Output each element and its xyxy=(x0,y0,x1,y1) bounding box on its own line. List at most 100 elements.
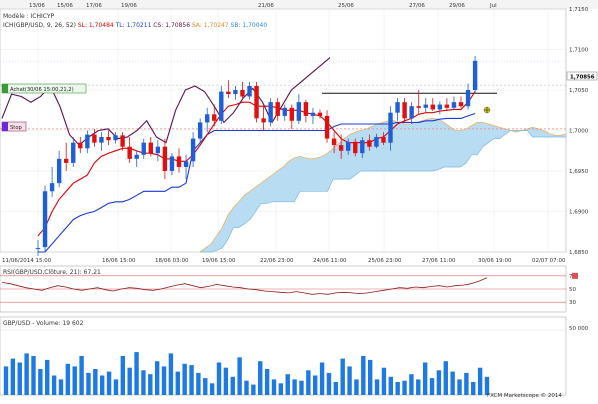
time-tick-label: 25/06 23:00 xyxy=(368,258,402,264)
candle-body xyxy=(254,85,259,119)
ichimoku-legend: ICH(GBP/USD, 9, 26, 52) SL: 1,70484 TL: … xyxy=(3,22,267,29)
candle xyxy=(437,101,443,115)
top-date-label: 17/06 xyxy=(86,3,102,9)
model-label: Modèle : ICHICYP xyxy=(3,13,55,20)
volume-bar xyxy=(120,356,126,395)
candle-body xyxy=(49,183,55,192)
volume-bar xyxy=(45,359,50,395)
achat-tag[interactable]: Achat(30/06 15:00,21,2) xyxy=(1,83,87,94)
stop-tag-label: Stop xyxy=(10,125,23,131)
candle xyxy=(35,239,41,257)
rsi-indicator: 705030 xyxy=(0,272,578,306)
volume-bar xyxy=(278,383,284,395)
volume-bar xyxy=(464,372,469,395)
volume-bar xyxy=(388,376,393,395)
candle-body xyxy=(402,102,407,119)
achat-tag-label: Achat(30/06 15:00,21,2) xyxy=(10,87,74,93)
volume-bar xyxy=(264,369,270,395)
volume-bar xyxy=(17,362,22,395)
candle xyxy=(190,132,196,167)
price-axis: 1,6850 1,6900 1,6950 1,7000 1,7050 1,7100 1,71… xyxy=(569,7,589,256)
candle-body xyxy=(71,142,76,163)
candle xyxy=(254,81,259,123)
candle-body xyxy=(134,154,139,159)
volume-bar xyxy=(299,380,304,395)
rsi-line xyxy=(1,277,488,295)
candle-body xyxy=(113,135,118,141)
price-tick-label: 1,7150 xyxy=(569,7,589,13)
volume-bar xyxy=(367,359,373,395)
volume-bar xyxy=(443,361,448,395)
volume-bar xyxy=(51,375,57,395)
candle-body xyxy=(127,146,132,159)
volume-bar xyxy=(306,370,311,395)
candle xyxy=(42,185,48,252)
volume-bar xyxy=(237,357,242,395)
legend-item: CS: 1,70856 xyxy=(153,22,192,29)
volume-bar xyxy=(216,362,222,395)
volume-bar xyxy=(182,363,187,395)
candle xyxy=(324,110,330,143)
volume-bar xyxy=(251,384,256,395)
stop-tag[interactable]: Stop xyxy=(1,121,27,132)
candle xyxy=(127,136,132,163)
volume-bar xyxy=(148,374,153,395)
time-tick-label: 11/06/2014 15:00 xyxy=(2,258,52,264)
candle xyxy=(275,98,280,121)
volume-bar xyxy=(134,352,139,395)
candle-body xyxy=(310,112,316,116)
candle-body xyxy=(212,114,217,121)
top-date-label: 25/06 xyxy=(338,3,354,9)
legend-item: SB: 1,70040 xyxy=(231,22,268,29)
volume-bar xyxy=(436,370,442,395)
top-date-label: 21/06 xyxy=(258,3,274,9)
volume-bar xyxy=(72,366,77,395)
candle xyxy=(120,132,125,151)
candle-body xyxy=(289,107,294,121)
volume-bar xyxy=(223,367,229,395)
candle xyxy=(176,148,182,173)
candle xyxy=(360,136,365,159)
legend-name: ICH(GBP/USD, 9, 26, 52) xyxy=(3,22,78,29)
candle xyxy=(444,98,450,112)
volume-bar xyxy=(395,382,400,395)
main-legend: Modèle : ICHICYP ICH(GBP/USD, 9, 26, 52)… xyxy=(3,13,267,29)
volume-bar xyxy=(175,371,180,395)
volume-bar xyxy=(285,374,290,395)
legend-item: TL: 1,70211 xyxy=(115,22,154,29)
time-tick-label: 24/06 11:00 xyxy=(313,258,347,264)
volume-bar xyxy=(127,367,132,395)
volume-bar xyxy=(230,376,235,395)
candle-body xyxy=(374,136,379,147)
candle-body xyxy=(282,107,287,116)
candle xyxy=(169,153,175,176)
copyright: FXCM Marketscope © 2014 xyxy=(487,392,562,399)
candle-body xyxy=(430,104,435,110)
candle-body xyxy=(465,90,471,107)
candle-body xyxy=(268,102,273,123)
volume-label: GBP/USD - Volume: 19 602 xyxy=(3,320,84,327)
candle xyxy=(465,83,471,110)
candle-body xyxy=(367,140,372,147)
rsi-label: RSI(GBP/USD,Clôture, 21): 67,21 xyxy=(3,269,101,276)
volume-bar xyxy=(340,358,345,395)
time-tick-label: 02/07 07:00 xyxy=(532,258,566,264)
volume-bar xyxy=(333,382,339,395)
candle xyxy=(162,138,168,180)
rsi-value-marker xyxy=(572,272,578,279)
candle xyxy=(134,150,139,167)
candle-body xyxy=(275,102,280,116)
top-date-label: 19/06 xyxy=(121,3,137,9)
time-tick-label: 18/06 03:00 xyxy=(155,258,189,264)
volume-bar xyxy=(86,372,91,395)
candle-body xyxy=(219,91,224,121)
candle-body xyxy=(141,142,146,155)
volume-bar xyxy=(361,356,366,395)
candle xyxy=(289,104,294,129)
candle xyxy=(197,118,203,143)
volume-bar xyxy=(93,369,98,395)
volume-bar xyxy=(354,379,359,395)
current-price-tag: 1,70856 xyxy=(566,71,598,81)
candle-body xyxy=(155,146,161,154)
